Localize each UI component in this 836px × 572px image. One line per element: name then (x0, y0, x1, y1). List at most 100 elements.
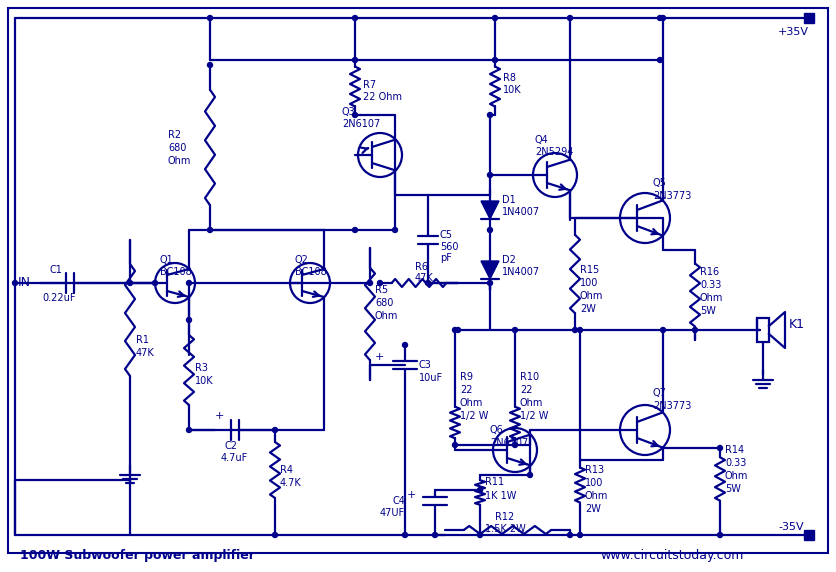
Text: Ohm: Ohm (724, 471, 747, 481)
Circle shape (207, 228, 212, 232)
Text: Ohm: Ohm (168, 156, 191, 166)
Circle shape (13, 280, 18, 285)
Text: IN: IN (18, 276, 31, 289)
Circle shape (377, 280, 382, 285)
Text: R9: R9 (460, 372, 472, 382)
Text: 2N6107: 2N6107 (342, 119, 380, 129)
Circle shape (487, 280, 492, 285)
Text: 680: 680 (168, 143, 186, 153)
Text: +: + (215, 411, 224, 421)
Circle shape (487, 173, 492, 177)
Text: 1N4007: 1N4007 (502, 207, 539, 217)
Text: BC108: BC108 (294, 267, 326, 277)
Text: 5W: 5W (699, 306, 715, 316)
Text: R13: R13 (584, 465, 604, 475)
Circle shape (367, 280, 372, 285)
Text: Ohm: Ohm (579, 291, 603, 301)
Text: 47UF: 47UF (380, 508, 405, 518)
Text: 2W: 2W (579, 304, 595, 314)
Circle shape (452, 443, 457, 447)
Circle shape (492, 15, 497, 21)
Text: 22 Ohm: 22 Ohm (363, 92, 401, 102)
Circle shape (352, 58, 357, 62)
Circle shape (657, 58, 662, 62)
Text: R11: R11 (484, 477, 503, 487)
Text: 10uF: 10uF (419, 373, 442, 383)
Text: R2: R2 (168, 130, 181, 140)
Circle shape (127, 280, 132, 285)
Text: Q3: Q3 (342, 107, 355, 117)
Text: pF: pF (440, 253, 451, 263)
Text: +: + (406, 490, 415, 500)
Circle shape (512, 328, 517, 332)
Circle shape (577, 533, 582, 538)
Text: 22: 22 (519, 385, 532, 395)
Text: Q2: Q2 (294, 255, 308, 265)
Circle shape (572, 328, 577, 332)
Text: 1K 1W: 1K 1W (484, 491, 516, 501)
Text: 10K: 10K (195, 376, 213, 386)
Text: Q4: Q4 (534, 135, 548, 145)
Circle shape (273, 427, 278, 432)
Circle shape (691, 328, 696, 332)
Text: 0.22uF: 0.22uF (42, 293, 75, 303)
Text: 560: 560 (440, 242, 458, 252)
Text: 2N3773: 2N3773 (652, 401, 691, 411)
Text: Q6: Q6 (489, 425, 503, 435)
Text: Ohm: Ohm (699, 293, 722, 303)
Text: BC108: BC108 (160, 267, 191, 277)
Circle shape (352, 228, 357, 232)
Circle shape (402, 343, 407, 348)
Circle shape (186, 317, 191, 323)
Circle shape (512, 443, 517, 447)
Text: Ohm: Ohm (460, 398, 483, 408)
Text: Q7: Q7 (652, 388, 666, 398)
Circle shape (452, 328, 457, 332)
Text: 100W Subwoofer power amplifier: 100W Subwoofer power amplifier (20, 550, 255, 562)
Text: R16: R16 (699, 267, 718, 277)
Text: 1.5K 2W: 1.5K 2W (484, 524, 525, 534)
Text: 100: 100 (584, 478, 603, 488)
Circle shape (207, 62, 212, 67)
Text: 2W: 2W (584, 504, 600, 514)
Text: www.circuitstoday.com: www.circuitstoday.com (599, 550, 742, 562)
Circle shape (567, 533, 572, 538)
Text: R1: R1 (135, 335, 149, 345)
Text: 5W: 5W (724, 484, 740, 494)
Text: R15: R15 (579, 265, 599, 275)
Circle shape (567, 15, 572, 21)
Text: -35V: -35V (777, 522, 803, 532)
Text: C1: C1 (50, 265, 63, 275)
Text: 4.7K: 4.7K (280, 478, 302, 488)
Text: C5: C5 (440, 230, 452, 240)
Polygon shape (481, 201, 498, 219)
Text: Q1: Q1 (160, 255, 174, 265)
Text: 22: 22 (460, 385, 472, 395)
Circle shape (392, 228, 397, 232)
Circle shape (487, 228, 492, 232)
Text: 2N5294: 2N5294 (534, 147, 573, 157)
Text: Ohm: Ohm (375, 311, 398, 321)
Text: D2: D2 (502, 255, 515, 265)
Text: Ohm: Ohm (584, 491, 608, 501)
Circle shape (477, 533, 482, 538)
Text: C3: C3 (419, 360, 431, 370)
Text: 4.7uF: 4.7uF (221, 453, 248, 463)
Circle shape (207, 15, 212, 21)
Circle shape (186, 280, 191, 285)
Text: C4: C4 (391, 496, 405, 506)
Circle shape (716, 446, 721, 451)
Text: +: + (375, 352, 384, 362)
Circle shape (352, 113, 357, 117)
Text: R8: R8 (502, 73, 515, 83)
Text: R7: R7 (363, 80, 375, 90)
Text: 1/2 W: 1/2 W (519, 411, 548, 421)
Text: Ohm: Ohm (519, 398, 543, 408)
Text: 1N4007: 1N4007 (502, 267, 539, 277)
Circle shape (527, 472, 532, 478)
Circle shape (432, 533, 437, 538)
Text: R12: R12 (495, 512, 514, 522)
Circle shape (657, 15, 662, 21)
Text: R6: R6 (415, 262, 427, 272)
Bar (803, 13, 813, 23)
